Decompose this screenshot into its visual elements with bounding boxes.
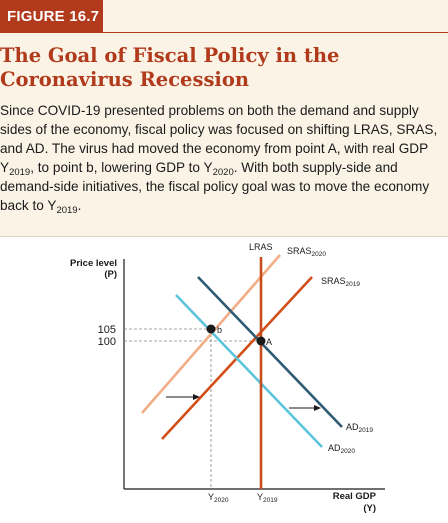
caption-subscript: 2020	[212, 167, 234, 178]
sras-2020-label: SRAS2020	[287, 246, 326, 258]
y-axis-unit: (P)	[104, 269, 117, 280]
caption-text: , to point b, lowering GDP to Y	[30, 160, 213, 175]
ad-2020-curve	[175, 294, 323, 448]
caption-subscript: 2019	[9, 167, 31, 178]
figure-label: FIGURE 16.7	[0, 0, 103, 33]
figure-title: The Goal of Fiscal Policy in the Coronav…	[0, 44, 340, 91]
sras-2019-label: SRAS2019	[321, 276, 360, 288]
header-rule	[103, 32, 448, 33]
price-tick-100: 100	[98, 336, 116, 348]
ad-2019-label: AD2019	[346, 422, 373, 434]
lras-label: LRAS	[249, 242, 273, 252]
x-tick-y2019: Y2019	[257, 492, 278, 504]
point-a-label: A	[266, 337, 272, 347]
caption-subscript: 2019	[56, 205, 78, 216]
caption-text: . With both supply-side and demand-side …	[0, 160, 430, 213]
as-ad-diagram: Price level (P) Real GDP (Y) 105 100 A b…	[70, 242, 385, 514]
ad-2019-curve	[197, 276, 343, 428]
caption-text: .	[77, 198, 82, 213]
y-axis-label: Price level	[70, 258, 117, 269]
caption-text: Since COVID-19 presented problems on bot…	[0, 103, 438, 175]
price-tick-105: 105	[98, 324, 116, 336]
x-axis-unit: (Y)	[363, 503, 376, 514]
point-a-marker	[256, 336, 266, 346]
sras-2020-curve	[141, 254, 281, 414]
x-axis-label: Real GDP	[333, 491, 377, 502]
graph-panel: Price level (P) Real GDP (Y) 105 100 A b…	[0, 236, 448, 523]
x-tick-y2020: Y2020	[208, 492, 229, 504]
figure-caption: Since COVID-19 presented problems on bot…	[0, 101, 448, 215]
ad-2020-label: AD2020	[328, 443, 355, 455]
point-b-marker	[206, 324, 216, 334]
point-b-label: b	[217, 325, 222, 335]
